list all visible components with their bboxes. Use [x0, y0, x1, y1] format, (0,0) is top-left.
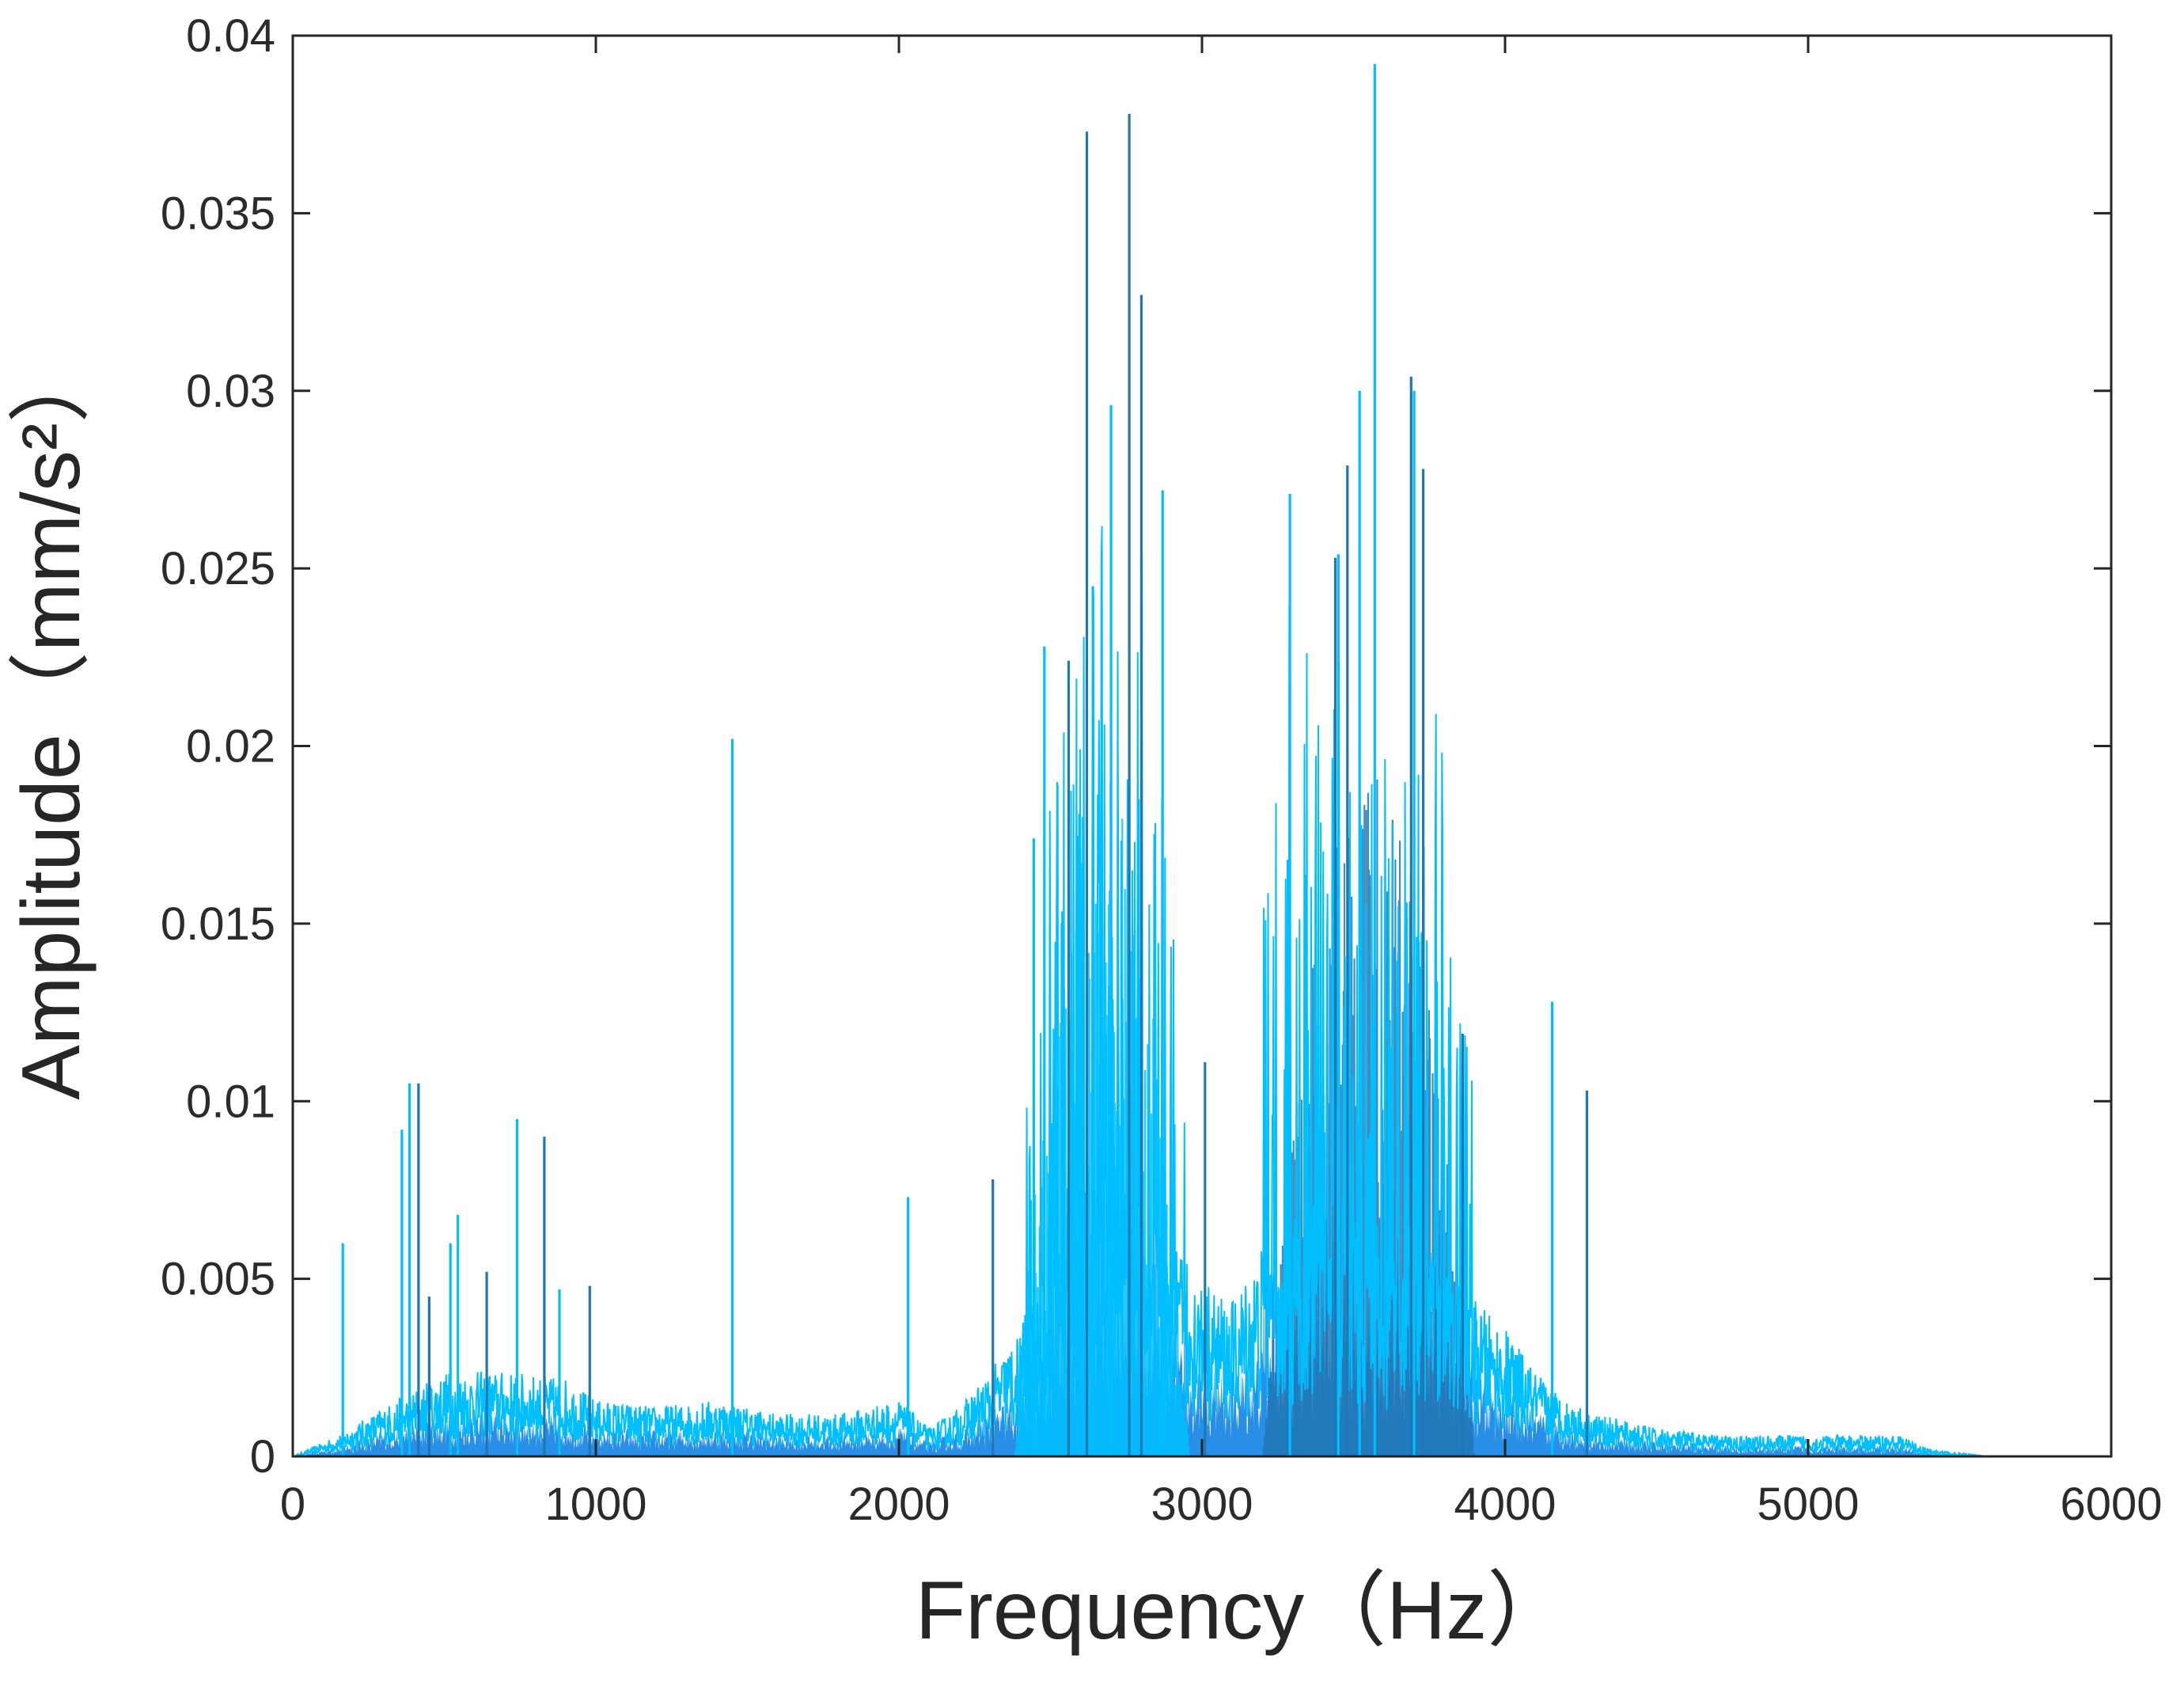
y-tick-label-4: 0.02: [186, 721, 275, 773]
x-tick-label-0: 0: [280, 1479, 305, 1530]
plot-area: [292, 63, 2111, 1457]
x-tick-label-6: 6000: [2060, 1479, 2162, 1530]
y-tick-label-8: 0.04: [186, 10, 275, 62]
labels: Frequency（Hz） Amplitude（mm/s²） 0 1000 2000…: [6, 10, 2163, 1657]
x-tick-label-2: 2000: [847, 1479, 950, 1530]
x-tick-label-1: 1000: [544, 1479, 646, 1530]
x-tick-label-4: 4000: [1454, 1479, 1556, 1530]
x-axis-title: Frequency（Hz）: [916, 1565, 1569, 1657]
y-tick-label-7: 0.035: [161, 188, 275, 239]
y-tick-label-6: 0.03: [186, 366, 275, 417]
x-tick-label-5: 5000: [1757, 1479, 1859, 1530]
y-axis-title: Amplitude（mm/s²）: [6, 340, 97, 1099]
y-tick-label-2: 0.01: [186, 1076, 275, 1127]
x-tick-label-3: 3000: [1151, 1479, 1253, 1530]
y-tick-label-3: 0.015: [161, 898, 275, 950]
y-tick-label-0: 0: [250, 1431, 275, 1483]
y-tick-label-5: 0.025: [161, 543, 275, 594]
axes: [291, 34, 2113, 1458]
y-tick-label-1: 0.005: [161, 1254, 275, 1305]
